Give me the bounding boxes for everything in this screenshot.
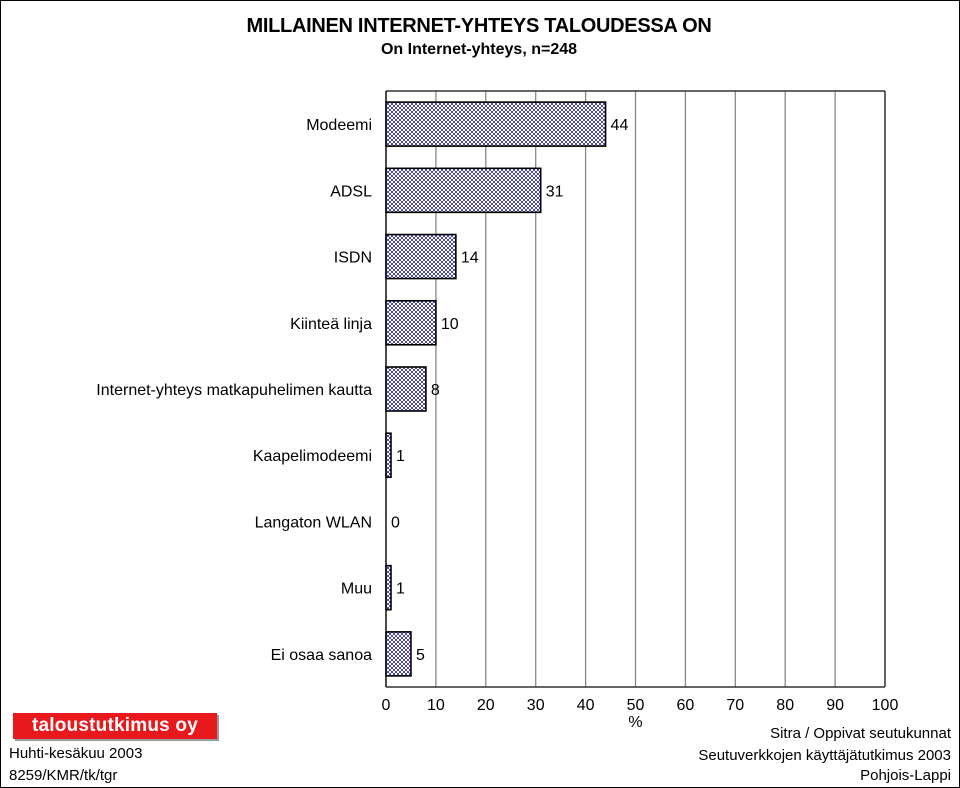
bar <box>385 299 437 346</box>
bar <box>385 564 392 611</box>
data-label: 10 <box>441 316 459 333</box>
x-tick-label: 90 <box>826 697 844 714</box>
bar <box>385 631 412 677</box>
footer-reference: 8259/KMR/tk/tgr <box>9 767 118 784</box>
category-label: Muu <box>341 581 372 598</box>
bar <box>385 432 392 479</box>
footer-client: Sitra / Oppivat seutukunnat <box>770 725 951 742</box>
category-label: Modeemi <box>306 117 372 134</box>
bar <box>385 167 542 214</box>
category-label: ADSL <box>330 183 372 200</box>
data-label: 44 <box>611 117 629 134</box>
x-tick-label: 80 <box>776 697 794 714</box>
data-label: 8 <box>431 382 440 399</box>
x-axis-label: % <box>628 714 642 731</box>
data-label: 14 <box>461 250 479 267</box>
bar <box>385 233 457 280</box>
bar <box>385 101 607 147</box>
category-label: Langaton WLAN <box>255 514 372 531</box>
chart-title: MILLAINEN INTERNET-YHTEYS TALOUDESSA ON <box>246 15 712 37</box>
x-tick-label: 0 <box>382 697 391 714</box>
x-tick-label: 40 <box>577 697 595 714</box>
footer-region: Pohjois-Lappi <box>860 767 951 784</box>
category-label: Ei osaa sanoa <box>271 647 373 664</box>
footer-date: Huhti-kesäkuu 2003 <box>9 745 143 762</box>
footer-study: Seutuverkkojen käyttäjätutkimus 2003 <box>698 747 951 764</box>
data-label: 1 <box>396 581 405 598</box>
category-label: Internet-yhteys matkapuhelimen kautta <box>96 382 372 399</box>
category-label: Kiinteä linja <box>290 316 372 333</box>
category-label: ISDN <box>334 250 372 267</box>
company-logo: taloustutkimus oy <box>13 713 217 739</box>
x-tick-label: 100 <box>872 697 899 714</box>
data-label: 5 <box>416 647 425 664</box>
x-tick-label: 30 <box>527 697 545 714</box>
x-tick-label: 60 <box>677 697 695 714</box>
x-tick-label: 20 <box>477 697 495 714</box>
x-tick-label: 50 <box>627 697 645 714</box>
chart-subtitle: On Internet-yhteys, n=248 <box>380 41 578 58</box>
data-label: 0 <box>391 514 400 531</box>
category-label: Kaapelimodeemi <box>253 448 372 465</box>
data-label: 31 <box>546 183 564 200</box>
data-label: 1 <box>396 448 405 465</box>
x-tick-label: 10 <box>427 697 445 714</box>
bar <box>385 366 427 412</box>
x-tick-label: 70 <box>726 697 744 714</box>
